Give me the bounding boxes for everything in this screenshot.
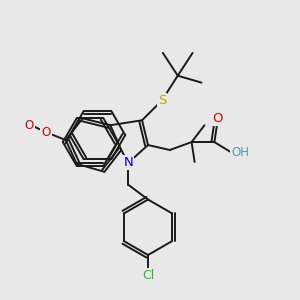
Text: O: O	[41, 126, 51, 139]
Text: N: N	[123, 156, 133, 170]
Text: Cl: Cl	[142, 269, 154, 282]
Text: O: O	[212, 112, 223, 125]
Text: O: O	[25, 119, 34, 132]
Text: OH: OH	[231, 146, 249, 160]
Text: S: S	[158, 94, 166, 107]
